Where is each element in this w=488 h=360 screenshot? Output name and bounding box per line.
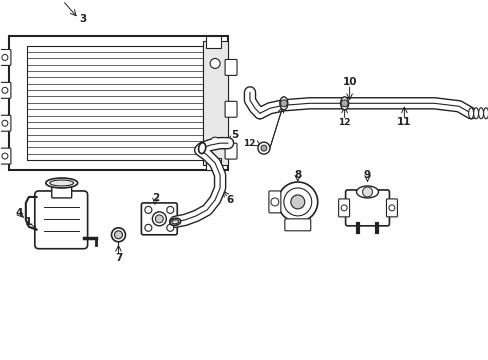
Text: 12: 12 [338, 118, 350, 127]
FancyBboxPatch shape [0, 50, 11, 66]
Text: 10: 10 [342, 77, 356, 87]
Circle shape [2, 120, 8, 126]
Ellipse shape [171, 220, 178, 224]
FancyBboxPatch shape [345, 190, 388, 226]
FancyBboxPatch shape [224, 59, 237, 75]
Circle shape [114, 231, 122, 239]
Text: 4: 4 [15, 208, 22, 218]
Ellipse shape [478, 108, 483, 119]
FancyBboxPatch shape [224, 101, 237, 117]
Ellipse shape [340, 97, 348, 110]
Circle shape [210, 137, 220, 147]
FancyBboxPatch shape [224, 143, 237, 159]
Bar [206, 36, 221, 48]
Text: 3: 3 [79, 14, 86, 24]
Text: 1: 1 [25, 217, 32, 227]
Text: 2: 2 [151, 193, 159, 203]
Circle shape [388, 205, 394, 211]
Bar [203, 41, 227, 165]
Ellipse shape [483, 108, 488, 119]
Ellipse shape [468, 108, 473, 119]
Ellipse shape [356, 186, 378, 198]
Circle shape [277, 182, 317, 222]
Ellipse shape [46, 178, 78, 188]
Text: 7: 7 [115, 253, 122, 263]
Text: 8: 8 [294, 170, 301, 180]
Circle shape [144, 224, 152, 231]
FancyBboxPatch shape [386, 199, 397, 217]
Circle shape [2, 54, 8, 60]
Circle shape [270, 198, 278, 206]
FancyBboxPatch shape [0, 82, 11, 98]
FancyBboxPatch shape [0, 115, 11, 131]
Ellipse shape [198, 143, 205, 154]
Circle shape [152, 212, 166, 226]
FancyBboxPatch shape [338, 199, 349, 217]
Ellipse shape [169, 218, 181, 225]
Ellipse shape [50, 180, 74, 186]
FancyBboxPatch shape [285, 219, 310, 231]
Circle shape [155, 215, 163, 223]
FancyBboxPatch shape [141, 203, 177, 235]
Text: 11: 11 [396, 117, 411, 127]
Circle shape [290, 195, 304, 209]
Text: 9: 9 [363, 170, 370, 180]
Ellipse shape [473, 108, 478, 119]
Circle shape [2, 153, 8, 159]
FancyBboxPatch shape [52, 182, 72, 198]
Circle shape [341, 100, 347, 107]
Bar [9, 36, 227, 170]
Circle shape [210, 58, 220, 68]
Circle shape [166, 224, 173, 231]
Circle shape [111, 228, 125, 242]
FancyBboxPatch shape [0, 148, 11, 164]
Text: 12: 12 [243, 139, 255, 148]
Circle shape [261, 145, 266, 151]
Circle shape [362, 187, 372, 197]
Circle shape [341, 205, 346, 211]
Bar [27, 45, 203, 160]
FancyBboxPatch shape [35, 191, 87, 249]
Circle shape [258, 142, 269, 154]
Text: 5: 5 [231, 130, 238, 140]
Bar [206, 158, 221, 170]
Text: 6: 6 [226, 195, 233, 205]
Ellipse shape [279, 97, 287, 110]
Circle shape [283, 188, 311, 216]
FancyBboxPatch shape [268, 191, 280, 213]
Circle shape [144, 206, 152, 213]
Circle shape [2, 87, 8, 93]
Circle shape [166, 206, 173, 213]
Circle shape [280, 100, 287, 107]
